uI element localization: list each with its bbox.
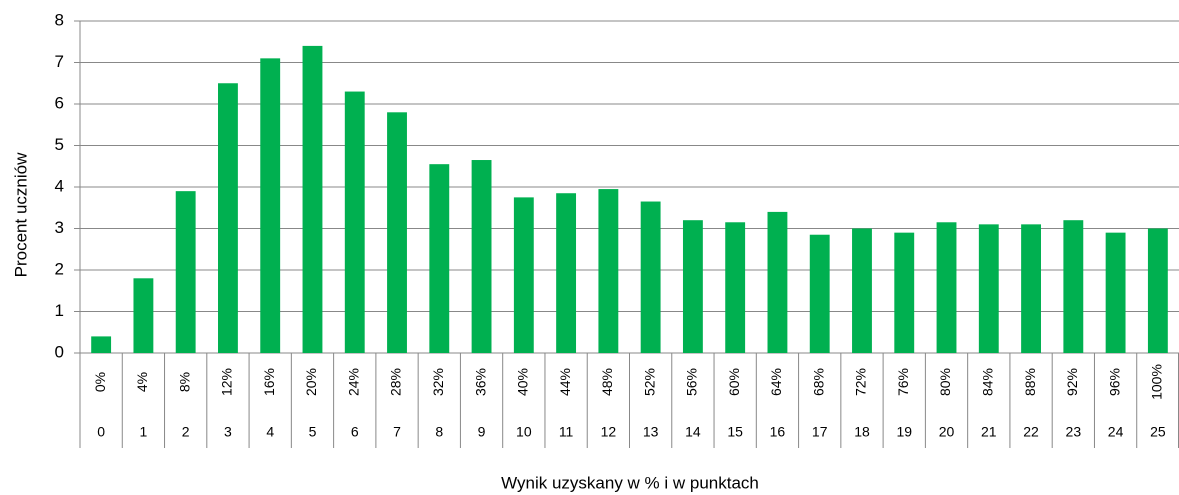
x-tick-label: 18 [854,424,870,440]
y-tick-label: 2 [55,259,64,278]
bar [1063,220,1084,353]
percent-label: 44% [557,368,573,396]
x-tick-label: 5 [309,424,317,440]
percent-label: 8% [176,372,192,392]
bar [1147,228,1168,353]
percent-label: 40% [515,368,531,396]
bar [429,164,450,353]
x-tick-label: 17 [812,424,828,440]
x-tick-label: 2 [182,424,190,440]
x-tick-label: 0 [97,424,105,440]
bar [725,222,746,353]
bar [556,193,577,353]
percent-label: 56% [684,368,700,396]
x-tick-label: 22 [1023,424,1039,440]
x-tick-label: 12 [601,424,617,440]
bar [936,222,957,353]
y-tick-label: 4 [55,176,64,195]
x-tick-label: 20 [939,424,955,440]
bar [852,228,872,353]
bar [767,211,788,353]
percent-label: 60% [726,368,742,396]
percent-label: 12% [219,368,235,396]
x-tick-label: 7 [393,424,401,440]
percent-label: 48% [599,368,615,396]
percent-label: 68% [810,368,826,396]
bar [218,83,238,353]
x-tick-label: 6 [351,424,359,440]
y-tick-label: 8 [55,10,64,29]
x-tick-label: 16 [770,424,786,440]
y-axis-label: Procent uczniów [11,152,30,277]
percent-label: 32% [430,368,446,396]
percent-label: 20% [303,368,319,396]
y-tick-label: 1 [55,301,64,320]
bar [598,189,619,353]
percent-label: 36% [472,368,488,396]
bar [175,191,196,353]
percent-label: 72% [853,368,869,396]
x-tick-label: 11 [559,424,574,440]
bar [513,197,534,353]
x-tick-label: 15 [727,424,743,440]
x-axis-label: Wynik uzyskany w % i w punktach [501,473,759,492]
percent-label: 100% [1149,364,1165,400]
x-tick-label: 1 [140,424,148,440]
x-tick-label: 14 [685,424,701,440]
percent-label: 52% [641,368,657,396]
bar [387,112,407,353]
y-tick-label: 7 [55,52,64,71]
percent-label: 64% [768,368,784,396]
bar [682,220,703,353]
bar [1105,232,1126,353]
x-tick-label: 10 [516,424,532,440]
y-tick-label: 6 [55,93,64,112]
bar [344,91,365,354]
bar [640,201,661,353]
percent-label: 80% [937,368,953,396]
y-tick-label: 3 [55,218,64,237]
bar [133,278,154,353]
percent-label: 96% [1106,368,1122,396]
percent-label: 92% [1064,368,1080,396]
bar [894,232,915,353]
percent-label: 28% [388,368,404,396]
bar [471,160,492,353]
y-tick-label: 5 [55,135,64,154]
percent-label: 16% [261,368,277,396]
x-tick-label: 25 [1150,424,1166,440]
bar [91,336,112,353]
percent-label: 76% [895,368,911,396]
percent-label: 84% [979,368,995,396]
x-tick-label: 21 [981,424,997,440]
bar [260,58,281,353]
bar [809,234,830,353]
x-tick-label: 23 [1066,424,1082,440]
x-tick-label: 4 [266,424,274,440]
y-tick-label: 0 [55,342,64,361]
x-tick-label: 8 [435,424,443,440]
x-tick-label: 13 [643,424,659,440]
percent-label: 0% [92,372,108,392]
percent-label: 24% [345,368,361,396]
x-tick-label: 24 [1108,424,1124,440]
percent-label: 4% [134,372,150,392]
bar [978,224,999,353]
x-tick-label: 9 [478,424,486,440]
x-tick-label: 19 [896,424,912,440]
bar [302,45,323,354]
x-tick-label: 3 [224,424,232,440]
bar [1021,224,1041,353]
percent-label: 88% [1022,368,1038,396]
